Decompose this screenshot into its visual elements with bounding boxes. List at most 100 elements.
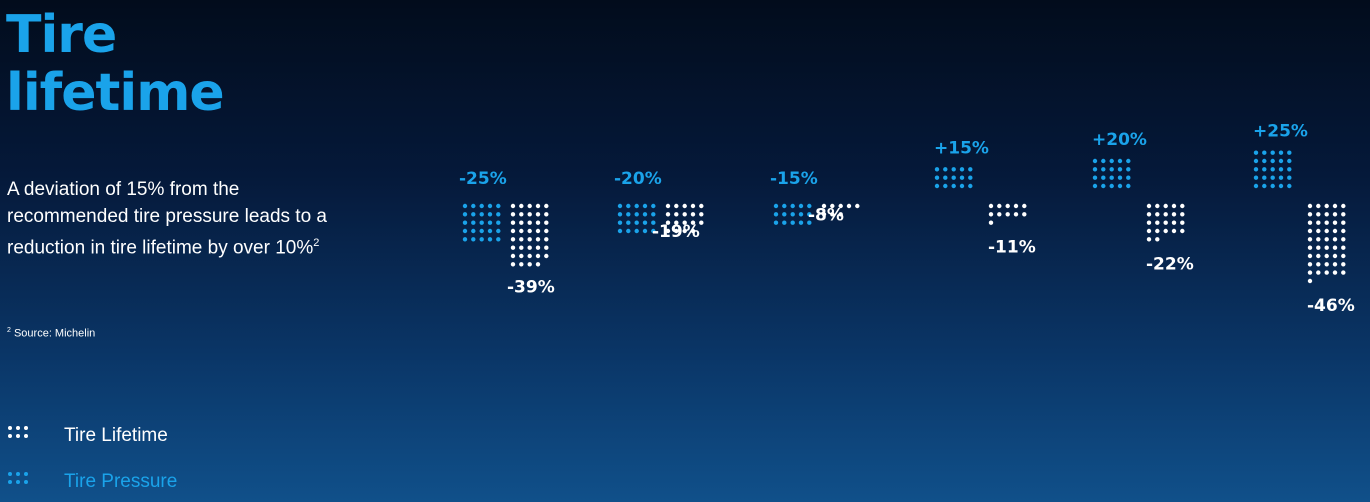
dot [951, 175, 956, 180]
dot [773, 212, 779, 217]
dot [535, 220, 541, 225]
dot [1126, 167, 1131, 172]
dot [1278, 183, 1284, 189]
dot [535, 262, 541, 267]
dot [1117, 167, 1123, 172]
legend-label-pressure: Tire Pressure [64, 471, 178, 492]
dot [634, 220, 639, 225]
dot [1262, 175, 1267, 180]
dot [690, 203, 696, 209]
dot [1146, 237, 1152, 242]
dot [1270, 150, 1275, 155]
lifetime-dots-1 [510, 203, 549, 267]
pressure-dots-2 [617, 203, 656, 234]
description-footnote-mark: 2 [313, 237, 320, 249]
dot [487, 237, 493, 242]
dot [510, 245, 516, 250]
dot [1155, 220, 1160, 225]
dot [487, 203, 493, 209]
dot [699, 220, 704, 225]
dot [682, 203, 687, 209]
dot [1270, 175, 1275, 180]
dot [943, 175, 948, 180]
lifetime-label-4: -11% [988, 238, 1036, 258]
dot [510, 203, 516, 209]
dot [1022, 203, 1027, 209]
dot [997, 203, 1002, 209]
dot [1101, 158, 1106, 164]
dot [1287, 150, 1292, 155]
dot [682, 228, 687, 234]
dot [830, 203, 835, 209]
dot [1005, 212, 1010, 217]
dot [479, 237, 484, 242]
lifetime-dots-4 [988, 203, 1027, 225]
dot [462, 212, 468, 217]
dot [1180, 220, 1185, 225]
dot [1341, 220, 1346, 225]
dot [1171, 212, 1177, 217]
dot [510, 262, 516, 267]
dot [807, 212, 812, 217]
page-title: Tire lifetime [6, 6, 225, 122]
dot [487, 220, 493, 225]
dot [519, 220, 524, 225]
dot [1022, 212, 1027, 217]
dot [951, 167, 956, 172]
dot [642, 220, 648, 225]
lifetime-label-2: -19% [652, 222, 700, 242]
lifetime-dots-6 [1307, 203, 1346, 284]
legend-item-pressure: Tire Pressure [8, 468, 177, 496]
dot [544, 245, 549, 250]
dot [968, 183, 973, 189]
dot [1092, 175, 1098, 180]
dot [471, 203, 476, 209]
dot [634, 228, 639, 234]
pressure-label-4: +15% [934, 138, 989, 158]
dot [471, 237, 476, 242]
dot [1287, 158, 1292, 164]
dot [519, 212, 524, 217]
dot [510, 220, 516, 225]
dot [1126, 175, 1131, 180]
dot [798, 203, 804, 209]
dot [790, 212, 795, 217]
lifetime-dots-2 [665, 203, 704, 234]
dot [838, 212, 843, 217]
dot [1332, 270, 1338, 275]
dot [1109, 183, 1114, 189]
dot [1180, 203, 1185, 209]
dot [682, 212, 687, 217]
dot [1332, 228, 1338, 234]
dot [997, 212, 1002, 217]
dot [1332, 220, 1338, 225]
pressure-dots-3 [773, 203, 812, 225]
dot [1324, 203, 1329, 209]
dot [943, 183, 948, 189]
dot [1262, 158, 1267, 164]
dot [544, 237, 549, 242]
dot [1270, 167, 1275, 172]
dot [462, 237, 468, 242]
dot [830, 212, 835, 217]
dot [699, 203, 704, 209]
dot [544, 253, 549, 259]
dot [634, 203, 639, 209]
dot [510, 253, 516, 259]
dot [1324, 237, 1329, 242]
dot [527, 245, 532, 250]
dot [1307, 203, 1313, 209]
dot [1307, 237, 1313, 242]
dot [1155, 237, 1160, 242]
dot [665, 203, 671, 209]
dot [1117, 175, 1123, 180]
dot [1307, 245, 1313, 250]
dot [651, 228, 656, 234]
dot [1109, 167, 1114, 172]
dot [934, 175, 940, 180]
lifetime-label-5: -22% [1146, 254, 1194, 274]
dot [1109, 158, 1114, 164]
dot [782, 212, 787, 217]
dot [1316, 220, 1321, 225]
dot [479, 228, 484, 234]
